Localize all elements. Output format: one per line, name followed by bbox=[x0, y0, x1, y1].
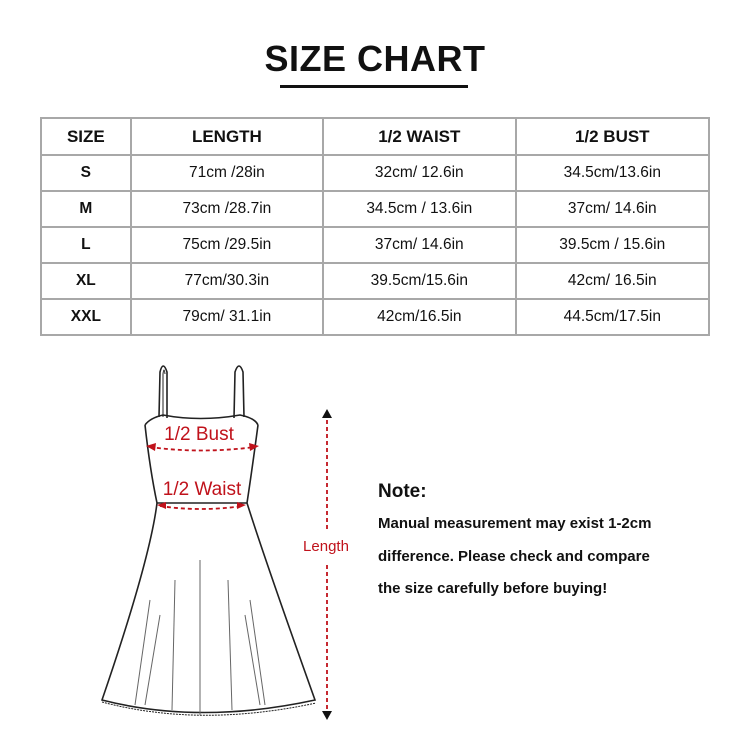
waist-cell: 42cm/16.5in bbox=[322, 298, 517, 336]
bust-label: 1/2 Bust bbox=[164, 424, 234, 445]
length-cell: 79cm/ 31.1in bbox=[129, 298, 325, 336]
waist-measure-line bbox=[159, 505, 244, 510]
table-row: XL 77cm/30.3in 39.5cm/15.6in 42cm/ 16.5in bbox=[40, 262, 711, 300]
size-cell: XL bbox=[40, 262, 132, 300]
table-row: L 75cm /29.5in 37cm/ 14.6in 39.5cm / 15.6in bbox=[40, 226, 711, 264]
size-cell: M bbox=[40, 190, 132, 228]
table-row: S 71cm /28in 32cm/ 12.6in 34.5cm/13.6in bbox=[40, 154, 711, 192]
size-cell: S bbox=[40, 154, 132, 192]
note-line: difference. Please check and compare bbox=[378, 548, 650, 565]
bust-cell: 44.5cm/17.5in bbox=[514, 298, 711, 336]
length-label: Length bbox=[303, 538, 349, 555]
dress-outline bbox=[100, 365, 317, 716]
waist-cell: 32cm/ 12.6in bbox=[322, 154, 517, 192]
bust-cell: 42cm/ 16.5in bbox=[514, 262, 711, 300]
header-size: SIZE bbox=[40, 117, 132, 156]
table-row: XXL 79cm/ 31.1in 42cm/16.5in 44.5cm/17.5in bbox=[40, 298, 711, 336]
measure-lines bbox=[149, 420, 328, 712]
size-cell: XXL bbox=[40, 298, 132, 336]
arrow-heads bbox=[146, 443, 259, 509]
length-cell: 75cm /29.5in bbox=[129, 226, 325, 264]
waist-cell: 37cm/ 14.6in bbox=[322, 226, 517, 264]
bust-cell: 34.5cm/13.6in bbox=[514, 154, 711, 192]
waist-cell: 39.5cm/15.6in bbox=[322, 262, 517, 300]
title-underline bbox=[280, 85, 468, 88]
bust-cell: 39.5cm / 15.6in bbox=[514, 226, 711, 264]
waist-label: 1/2 Waist bbox=[163, 479, 242, 500]
table-header-row: SIZE LENGTH 1/2 WAIST 1/2 BUST bbox=[40, 117, 711, 156]
length-arrows bbox=[322, 409, 332, 720]
note-line: the size carefully before buying! bbox=[378, 580, 608, 597]
header-length: LENGTH bbox=[129, 117, 325, 156]
arrow-up-icon bbox=[322, 409, 332, 418]
header-bust: 1/2 BUST bbox=[514, 117, 711, 156]
arrow-down-icon bbox=[322, 711, 332, 720]
length-cell: 77cm/30.3in bbox=[129, 262, 325, 300]
size-cell: L bbox=[40, 226, 132, 264]
length-cell: 71cm /28in bbox=[129, 154, 325, 192]
bust-cell: 37cm/ 14.6in bbox=[514, 190, 711, 228]
bust-measure-line bbox=[149, 446, 256, 452]
size-table: SIZE LENGTH 1/2 WAIST 1/2 BUST S 71cm /28… bbox=[40, 117, 711, 336]
note-title: Note: bbox=[378, 481, 427, 502]
page-title: SIZE CHART bbox=[264, 38, 486, 79]
table-row: M 73cm /28.7in 34.5cm / 13.6in 37cm/ 14.6in bbox=[40, 190, 711, 228]
note-line: Manual measurement may exist 1-2cm bbox=[378, 515, 652, 532]
waist-cell: 34.5cm / 13.6in bbox=[322, 190, 517, 228]
header-waist: 1/2 WAIST bbox=[322, 117, 517, 156]
length-cell: 73cm /28.7in bbox=[129, 190, 325, 228]
